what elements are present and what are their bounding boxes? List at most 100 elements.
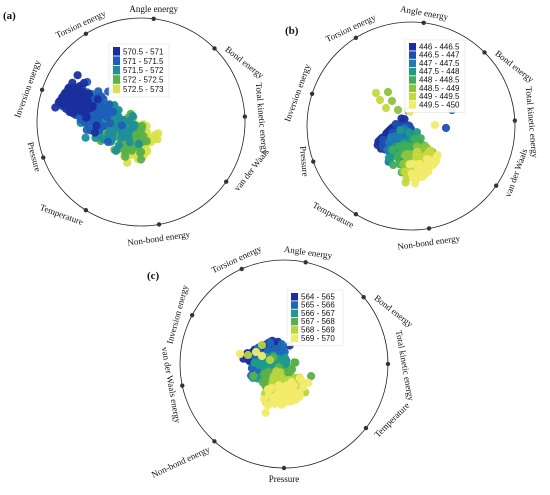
legend-swatch xyxy=(291,317,298,326)
data-point xyxy=(73,71,82,80)
data-point xyxy=(263,401,272,410)
data-point xyxy=(81,90,90,99)
legend-entry: 567 - 568 xyxy=(301,317,335,326)
anchor-dot-torsion-energy xyxy=(353,35,359,41)
anchor-label-torsion-energy: Torsion energy xyxy=(54,8,108,40)
legend-swatch xyxy=(113,65,120,75)
panel-label-a: (a) xyxy=(3,10,16,22)
data-point xyxy=(407,169,416,178)
data-point xyxy=(393,105,403,115)
data-point xyxy=(235,349,245,359)
anchor-dot-non-bond-energy xyxy=(426,226,432,231)
anchor-label-temperature: Temperature xyxy=(311,200,356,230)
anchor-dot-pressure xyxy=(281,465,287,471)
data-point xyxy=(375,95,385,105)
legend-entry: 570.5 - 571 xyxy=(123,47,164,56)
legend-entry: 449.5 - 450 xyxy=(419,100,460,109)
data-point xyxy=(384,153,393,162)
data-point xyxy=(277,340,286,349)
data-point xyxy=(414,165,423,174)
data-point xyxy=(121,152,130,161)
anchor-dot-torsion-energy xyxy=(83,31,89,37)
data-point xyxy=(130,120,139,130)
data-point xyxy=(410,134,419,144)
data-point xyxy=(412,128,421,137)
data-point xyxy=(381,103,391,113)
legend-entry: 572 - 572.5 xyxy=(123,76,164,85)
anchor-dot-total-kinetic-energy xyxy=(512,118,518,123)
anchor-label-angle-energy: Angle energy xyxy=(129,4,178,14)
data-point xyxy=(64,84,73,93)
data-point xyxy=(125,138,134,147)
data-point xyxy=(425,158,434,167)
legend-entry: 572.5 - 573 xyxy=(123,85,164,94)
anchor-label-pressure: Pressure xyxy=(298,146,311,177)
anchor-label-van-der-waals: van der Waals xyxy=(503,147,530,198)
legend-entry: 566 - 567 xyxy=(301,309,335,318)
data-point xyxy=(280,347,289,356)
anchor-label-torsion-energy: Torsion energy xyxy=(210,243,264,275)
data-point xyxy=(103,107,112,116)
data-point xyxy=(411,179,420,188)
anchor-label-total-kinetic-energy: Total kinetic energy xyxy=(254,82,270,155)
data-point xyxy=(267,383,276,393)
data-point xyxy=(430,120,440,130)
anchor-dot-total-kinetic-energy xyxy=(242,114,248,119)
data-point xyxy=(264,390,273,399)
data-point xyxy=(137,125,146,134)
legend-entry: 571.5 - 572 xyxy=(123,66,164,75)
data-point xyxy=(250,358,259,367)
legend-swatch xyxy=(409,59,416,68)
anchor-dot-pressure xyxy=(311,159,316,164)
legend-entry: 565 - 566 xyxy=(301,301,335,310)
data-point xyxy=(243,350,253,360)
data-point xyxy=(389,160,398,170)
panel-label-c: (c) xyxy=(147,270,160,282)
legend-swatch xyxy=(291,293,298,301)
legend-entry: 446 - 446.5 xyxy=(419,42,460,51)
anchor-label-temperature: Temperature xyxy=(39,202,85,227)
data-point xyxy=(103,137,113,146)
legend-entry: 448 - 448.5 xyxy=(419,76,460,85)
legend-swatch xyxy=(409,51,416,59)
data-point xyxy=(117,121,126,130)
panel-label-b: (b) xyxy=(285,25,299,37)
anchor-label-van-der-waals-energy: van der Waals energy xyxy=(160,346,183,424)
data-point xyxy=(402,174,411,183)
data-point xyxy=(257,340,267,350)
anchor-dot-inversion-energy xyxy=(309,91,315,97)
data-point xyxy=(421,165,430,174)
data-point xyxy=(387,96,397,106)
anchor-dot-pressure xyxy=(41,155,46,160)
anchor-dot-non-bond-energy xyxy=(156,222,162,227)
legend-entry: 569 - 570 xyxy=(301,334,335,343)
data-point xyxy=(82,113,91,122)
anchor-label-total-kinetic-energy: Total kinetic energy xyxy=(524,86,540,159)
anchor-dot-angle-energy xyxy=(421,20,426,25)
data-point xyxy=(112,146,121,155)
legend-swatch xyxy=(409,101,416,109)
data-point xyxy=(85,101,94,111)
data-point xyxy=(51,103,60,112)
anchor-label-angle-energy: Angle energy xyxy=(283,244,333,261)
legend-swatch xyxy=(409,43,416,51)
data-point xyxy=(261,379,270,388)
data-point xyxy=(273,390,282,399)
legend-swatch xyxy=(291,326,298,334)
data-point xyxy=(134,139,143,148)
data-point xyxy=(137,147,146,157)
data-point xyxy=(286,390,295,399)
data-point xyxy=(383,87,393,97)
data-point xyxy=(261,408,270,417)
anchor-dot-inversion-energy xyxy=(39,87,45,93)
anchor-label-bond-energy: Bond energy xyxy=(493,48,536,85)
data-point xyxy=(81,133,90,142)
anchor-label-pressure: Pressure xyxy=(25,141,43,173)
data-point xyxy=(396,126,405,135)
data-point xyxy=(82,125,91,134)
data-point xyxy=(371,88,381,98)
anchor-label-non-bond-energy: Non-bond energy xyxy=(127,229,191,248)
